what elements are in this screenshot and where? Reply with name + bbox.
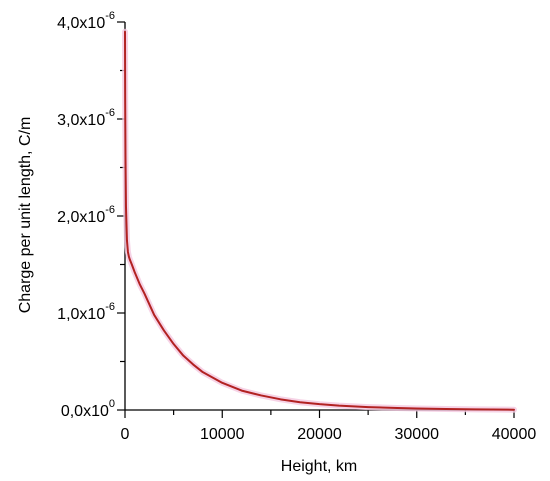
series-halo — [122, 28, 517, 413]
axes: 0 10000 20000 30000 40000 0,0x100 1,0x10-6 2,0x… — [57, 10, 536, 443]
y-tick-label: 2,0x10-6 — [57, 204, 115, 226]
y-tick-label: 4,0x10-6 — [57, 10, 115, 32]
x-tick-label: 40000 — [492, 426, 537, 443]
y-tick-label: 1,0x10-6 — [57, 301, 115, 323]
y-tick-label: 3,0x10-6 — [57, 107, 115, 129]
y-tick-label: 0,0x100 — [61, 398, 115, 420]
x-tick-label: 10000 — [200, 426, 245, 443]
x-tick-label: 30000 — [395, 426, 440, 443]
y-axis-label: Charge per unit length, C/m — [17, 117, 34, 314]
x-axis-label: Height, km — [281, 458, 357, 475]
series-layer — [122, 28, 517, 413]
series-line — [124, 30, 515, 411]
x-tick-label: 0 — [121, 426, 130, 443]
x-tick-label: 20000 — [297, 426, 342, 443]
